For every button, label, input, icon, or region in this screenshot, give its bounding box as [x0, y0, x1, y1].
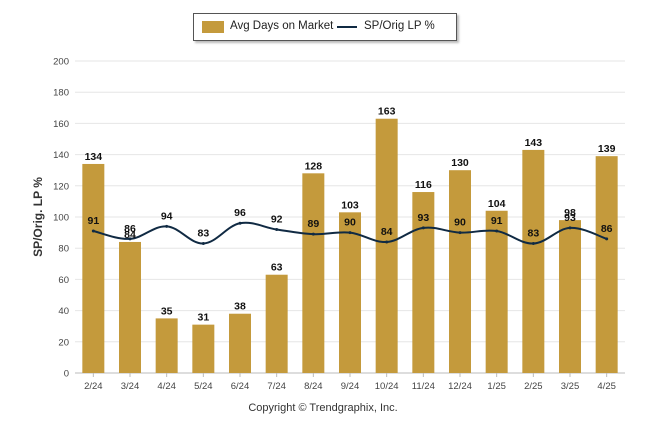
- legend-bar-label: Avg Days on Market: [230, 20, 334, 32]
- legend-bar-swatch: [202, 21, 224, 33]
- x-tick-label: 8/24: [304, 381, 323, 392]
- legend: Avg Days on Market SP/Orig LP %: [193, 13, 457, 41]
- x-tick-label: 2/24: [84, 381, 103, 392]
- line-point: [201, 242, 205, 246]
- legend-line-label: SP/Orig LP %: [364, 20, 435, 32]
- line-value-label: 83: [527, 228, 539, 240]
- line-point: [91, 229, 95, 233]
- x-tick-label: 10/24: [375, 381, 399, 392]
- x-tick-label: 2/25: [524, 381, 543, 392]
- line-point: [605, 237, 609, 241]
- bar-value-label: 116: [415, 179, 432, 191]
- line-value-label: 86: [124, 223, 136, 235]
- x-tick-label: 1/25: [487, 381, 506, 392]
- bar: [412, 192, 435, 373]
- x-tick-label: 11/24: [412, 381, 435, 392]
- bar: [302, 173, 325, 373]
- line-point: [421, 226, 425, 230]
- y-tick-label: 40: [58, 306, 69, 317]
- y-tick-label: 140: [53, 150, 69, 161]
- x-tick-label: 9/24: [341, 381, 360, 392]
- legend-line-swatch: [337, 26, 357, 28]
- y-axis-title: SP/Orig. LP %: [31, 177, 45, 257]
- line-point: [311, 232, 315, 236]
- line-point: [128, 237, 132, 241]
- line-value-label: 93: [417, 212, 429, 224]
- bar-value-label: 31: [197, 312, 209, 324]
- bar-value-label: 103: [341, 199, 359, 211]
- y-tick-label: 0: [64, 369, 69, 380]
- line-point: [458, 231, 462, 235]
- bar: [339, 212, 361, 373]
- x-tick-label: 5/24: [194, 381, 213, 392]
- line-value-label: 91: [87, 215, 99, 227]
- bar: [265, 274, 288, 373]
- line-point: [165, 224, 169, 228]
- bar-value-label: 35: [161, 305, 173, 317]
- bar: [82, 163, 105, 373]
- bar: [119, 241, 141, 373]
- line-value-label: 96: [234, 207, 246, 219]
- line-value-label: 90: [344, 217, 356, 229]
- line-value-label: 84: [381, 226, 393, 238]
- x-tick-label: 3/25: [561, 381, 580, 392]
- bar: [192, 324, 215, 373]
- line-value-label: 94: [161, 210, 173, 222]
- line-point: [568, 226, 572, 230]
- bar: [559, 220, 581, 373]
- bar: [485, 210, 508, 373]
- line-value-label: 93: [564, 212, 576, 224]
- x-tick-label: 4/25: [597, 381, 616, 392]
- line-point: [495, 229, 499, 233]
- line-value-label: 89: [307, 218, 319, 230]
- bar-value-label: 38: [234, 301, 246, 313]
- bar: [375, 118, 398, 373]
- x-tick-label: 12/24: [448, 381, 472, 392]
- bar-value-label: 63: [271, 262, 283, 274]
- line-value-label: 91: [491, 215, 503, 227]
- bar-value-label: 104: [488, 198, 506, 210]
- bar-value-label: 139: [598, 143, 616, 155]
- bar: [449, 170, 471, 373]
- y-tick-label: 120: [53, 181, 69, 192]
- y-tick-label: 100: [53, 213, 69, 224]
- bar: [155, 318, 178, 373]
- x-tick-label: 4/24: [157, 381, 176, 392]
- bar: [522, 149, 545, 373]
- line-point: [385, 240, 389, 244]
- bar-value-label: 163: [378, 106, 396, 118]
- y-tick-label: 180: [53, 88, 69, 99]
- bar: [229, 313, 251, 373]
- line-value-label: 86: [601, 223, 613, 235]
- line-value-label: 90: [454, 217, 466, 229]
- bar: [595, 156, 618, 373]
- y-tick-label: 200: [53, 57, 69, 68]
- bar-value-label: 98: [564, 207, 576, 219]
- line-point: [348, 231, 352, 235]
- line-point: [531, 242, 535, 246]
- line-value-label: 83: [197, 228, 209, 240]
- copyright-footer: Copyright © Trendgraphix, Inc.: [248, 402, 398, 414]
- bar-value-label: 84: [124, 229, 136, 241]
- bar-value-label: 128: [305, 160, 323, 172]
- x-tick-label: 3/24: [121, 381, 140, 392]
- y-tick-label: 160: [53, 119, 69, 130]
- line-point: [238, 221, 242, 225]
- bar-value-label: 134: [85, 151, 103, 163]
- y-tick-label: 20: [58, 337, 69, 348]
- y-tick-label: 80: [58, 244, 69, 255]
- x-tick-label: 6/24: [231, 381, 250, 392]
- line-value-label: 92: [271, 213, 283, 225]
- line-point: [275, 227, 279, 231]
- bar-value-label: 130: [451, 157, 469, 169]
- bar-value-label: 143: [525, 137, 543, 149]
- x-tick-label: 7/24: [267, 381, 286, 392]
- y-tick-label: 60: [58, 275, 69, 286]
